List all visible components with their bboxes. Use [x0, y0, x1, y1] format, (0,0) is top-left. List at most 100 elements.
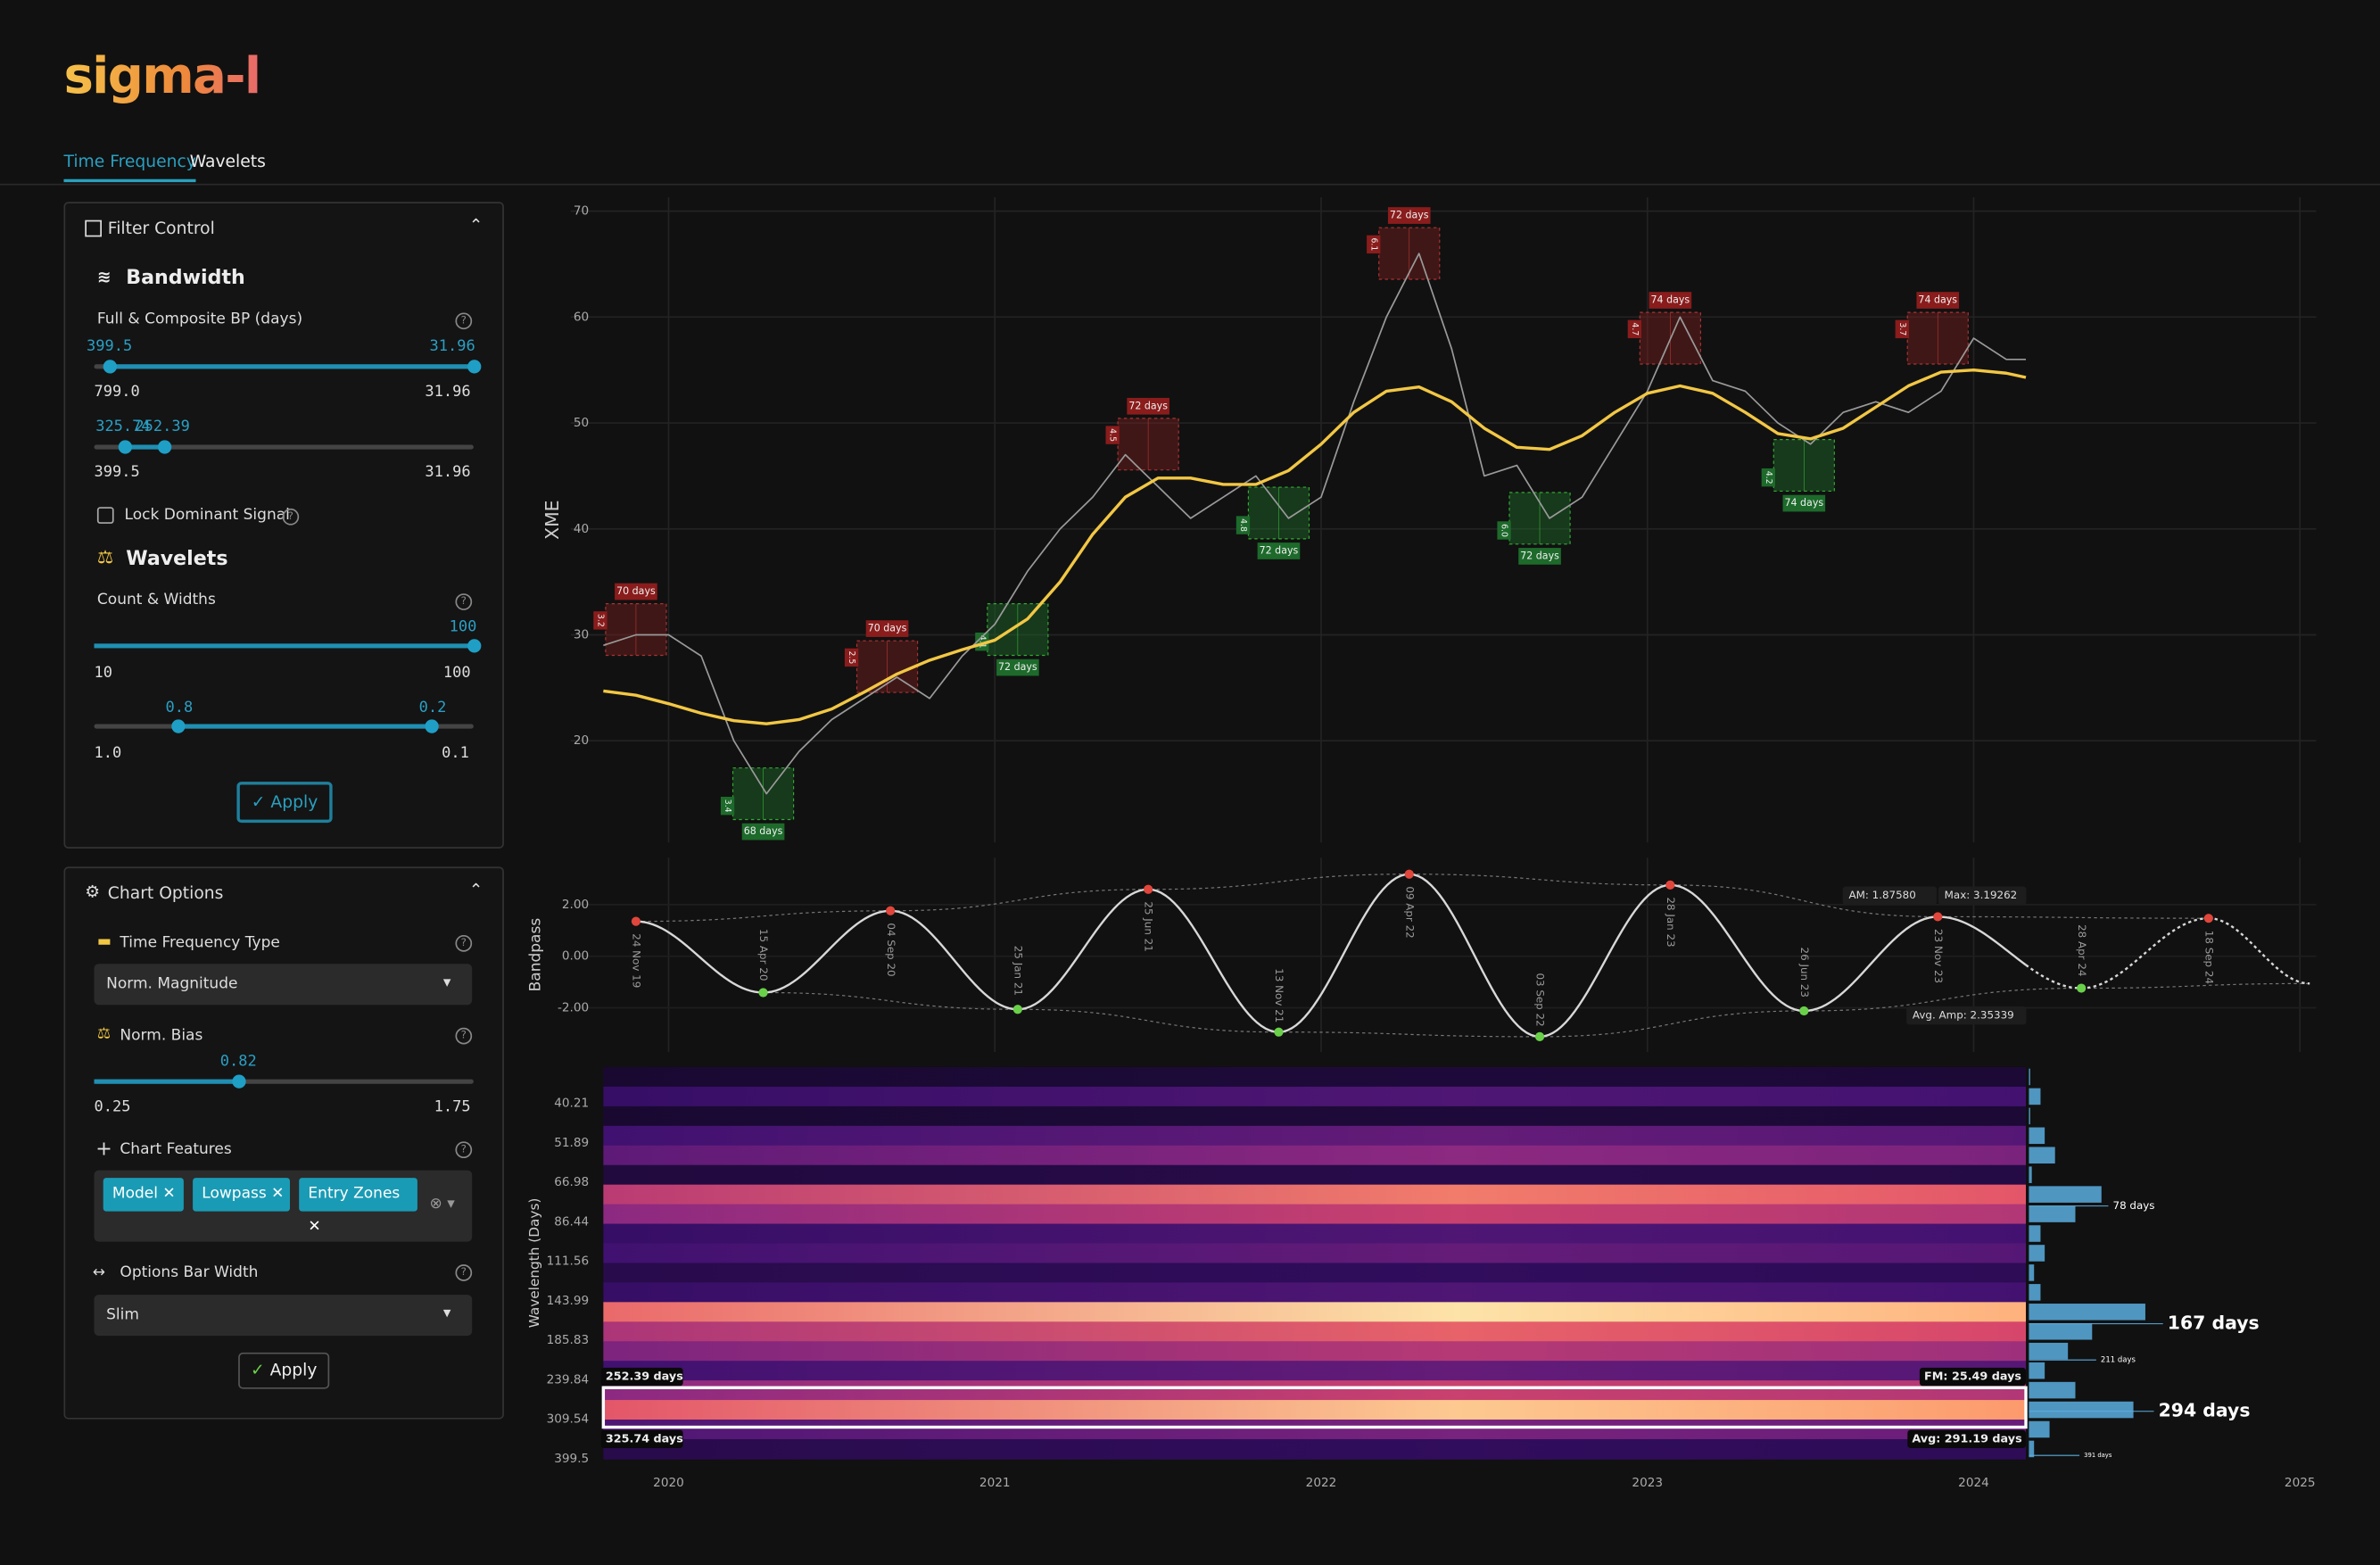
collapse[interactable]: ⌃: [468, 215, 483, 236]
histogram-bar: [2029, 1322, 2093, 1340]
help[interactable]: ?: [455, 1264, 473, 1281]
label: Norm. Bias: [120, 1027, 203, 1045]
icon: +: [95, 1138, 112, 1162]
y-axis-label: XME: [541, 500, 563, 539]
help[interactable]: ?: [282, 508, 300, 526]
strength-bg: [1105, 426, 1120, 444]
apply-button[interactable]: ✓ Apply: [236, 782, 333, 824]
slider-max: 31.96: [425, 384, 471, 402]
help[interactable]: ?: [455, 1027, 473, 1045]
help[interactable]: ?: [455, 934, 473, 952]
slider-value: 31.96: [429, 338, 475, 356]
y-axis-label: Wavelength (Days): [526, 1198, 542, 1329]
trough-zone: 74 days 4.2: [1761, 439, 1835, 512]
panel-title: Chart Options: [107, 883, 224, 904]
select[interactable]: Norm. Magnitude ▾: [94, 964, 473, 1006]
slider[interactable]: [94, 1079, 474, 1084]
bandpass-line: [1409, 873, 1541, 1039]
slider-handle[interactable]: [157, 440, 171, 454]
bandpass-line: [1804, 915, 1938, 1013]
icon: ⚙: [85, 882, 101, 902]
slider[interactable]: [94, 643, 474, 649]
select[interactable]: Slim ▾: [94, 1295, 473, 1337]
tag[interactable]: Lowpass ✕: [193, 1178, 290, 1212]
strength-bg: [1497, 521, 1511, 540]
x-tick-label: 2021: [979, 1476, 1011, 1490]
peak-marker: [1404, 869, 1414, 879]
heat-row: [603, 1438, 2027, 1460]
lowpass-line: [603, 368, 2027, 725]
zone-label: 74 days: [1918, 294, 1957, 306]
zone-label: 68 days: [744, 825, 783, 837]
heat-row: [603, 1361, 2027, 1381]
label: Chart Features: [120, 1141, 232, 1159]
slider-value: 0.82: [219, 1053, 257, 1071]
histogram-bar: [2029, 1205, 2076, 1222]
help[interactable]: ?: [455, 593, 473, 610]
checkbox-label[interactable]: Lock Dominant Signal: [124, 507, 290, 524]
clear[interactable]: ⊗ ▾: [429, 1196, 455, 1213]
strength-bg: [720, 796, 735, 816]
histogram-bar: [2029, 1381, 2076, 1399]
bandpass-line: [1539, 883, 1671, 1039]
tab[interactable]: Time Frequency: [63, 152, 196, 183]
info-box: [1842, 886, 1938, 905]
slider-handle[interactable]: [170, 719, 185, 733]
slider-min: 799.0: [94, 384, 140, 402]
logo[interactable]: sigma-l: [63, 46, 261, 105]
heat-row: [603, 1184, 2027, 1205]
info-label: Avg: 291.19 days: [1912, 1432, 2021, 1445]
trough-marker: [758, 988, 768, 998]
zone-label-bg: [1387, 207, 1431, 224]
strength-label: 4.8: [1238, 518, 1248, 532]
checkbox[interactable]: [96, 507, 114, 524]
trough-marker: [1012, 1005, 1022, 1014]
tag[interactable]: Entry Zones ✕: [299, 1178, 417, 1236]
slider-fill: [178, 724, 432, 729]
bandpass-line: [1148, 888, 1279, 1033]
trough-zone: 72 days 4.8: [1235, 486, 1310, 559]
slider-fill: [124, 444, 164, 450]
heat-row: [603, 1125, 2027, 1147]
zone-label: 70 days: [616, 585, 656, 597]
date-label: 23 Nov 23: [1932, 929, 1945, 983]
label: Count & Widths: [96, 592, 216, 609]
y-tick-label: 399.5: [554, 1452, 589, 1466]
help[interactable]: ?: [455, 312, 473, 330]
slider-handle[interactable]: [467, 360, 481, 374]
apply-button[interactable]: ✓ Apply: [238, 1352, 330, 1389]
zone-label: 74 days: [1784, 497, 1823, 509]
collapse[interactable]: ⌃: [468, 880, 483, 900]
bandpass-line: [1278, 873, 1409, 1033]
slider[interactable]: [94, 444, 474, 450]
slider-handle[interactable]: [117, 440, 132, 454]
tag[interactable]: Model ✕: [103, 1178, 184, 1212]
slider-handle[interactable]: [467, 639, 481, 653]
tab[interactable]: Wavelets: [189, 152, 266, 172]
histogram-bar: [2029, 1225, 2041, 1242]
trough-marker: [1274, 1027, 1284, 1037]
heat-row: [603, 1380, 2027, 1401]
heat-row: [603, 1400, 2027, 1420]
histogram-bar: [2029, 1186, 2102, 1203]
slider-min: 0.25: [94, 1098, 131, 1116]
slider-handle[interactable]: [231, 1074, 245, 1089]
bandpass-line: [635, 920, 764, 994]
date-label: 15 Apr 20: [757, 929, 770, 981]
info-box: [1938, 886, 2027, 905]
date-label: 13 Nov 21: [1273, 968, 1285, 1023]
help[interactable]: ?: [455, 1141, 473, 1159]
peak-label: 391 days: [2084, 1452, 2112, 1459]
heat-row: [603, 1243, 2027, 1264]
slider-handle[interactable]: [424, 719, 438, 733]
zone-label: 70 days: [868, 623, 907, 634]
slider-handle[interactable]: [102, 360, 117, 374]
slider-value: 100: [449, 619, 477, 636]
y-tick-label: 0.00: [562, 949, 589, 964]
histogram-bar: [2029, 1284, 2041, 1301]
strength-bg: [1761, 468, 1775, 487]
icon: ▬: [96, 933, 112, 950]
